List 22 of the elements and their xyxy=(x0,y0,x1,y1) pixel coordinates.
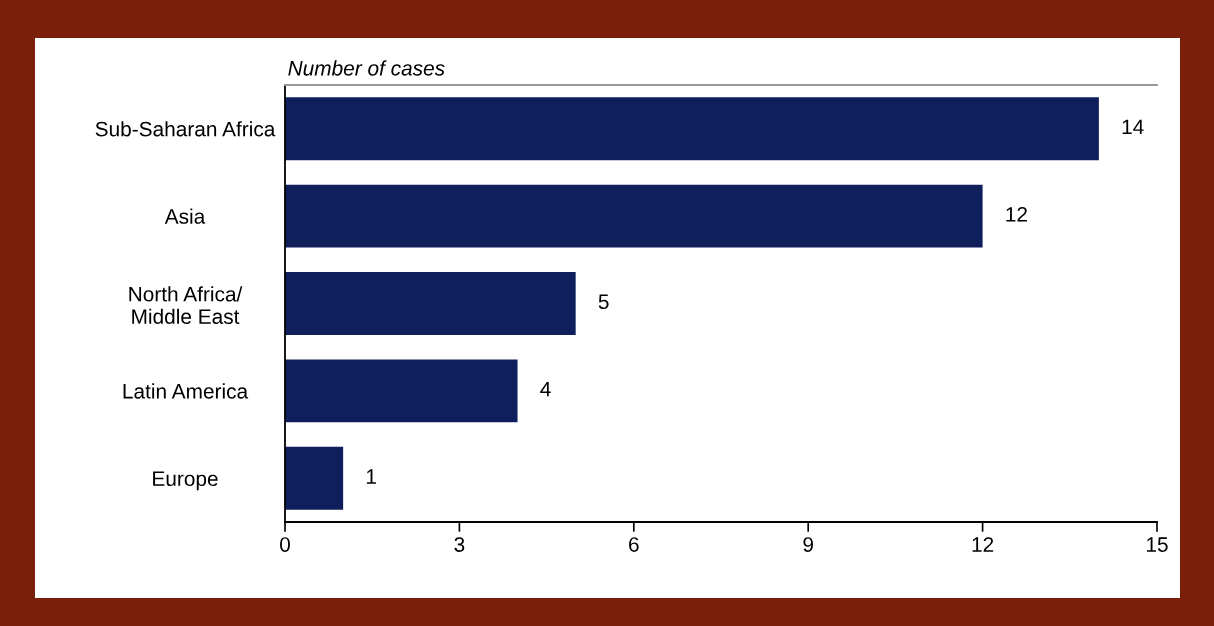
x-tick-label: 3 xyxy=(454,537,465,552)
bar xyxy=(285,359,518,423)
data-label: 5 xyxy=(598,294,609,310)
y-tick-label: Sub-Saharan Africa xyxy=(95,121,276,137)
x-axis-title: Number of cases xyxy=(288,60,445,76)
bar xyxy=(285,272,576,335)
y-tick-label: North Africa/ Middle East xyxy=(129,286,243,324)
bar xyxy=(285,446,344,510)
bar xyxy=(285,97,1099,161)
x-tick-label: 9 xyxy=(803,537,814,552)
x-tick-label: 12 xyxy=(972,537,994,552)
y-tick-label: Europe xyxy=(153,471,218,491)
x-tick-label: 15 xyxy=(1147,537,1168,552)
data-label: 4 xyxy=(540,381,551,397)
x-tick-label: 6 xyxy=(629,537,639,552)
data-label: 1 xyxy=(366,469,376,484)
bar xyxy=(285,184,983,248)
x-tick-label: 0 xyxy=(280,537,290,552)
data-label: 12 xyxy=(1006,206,1027,222)
data-label: 14 xyxy=(1122,119,1144,135)
y-tick-label: Latin America xyxy=(123,383,249,399)
y-tick-label: Asia xyxy=(164,208,206,224)
